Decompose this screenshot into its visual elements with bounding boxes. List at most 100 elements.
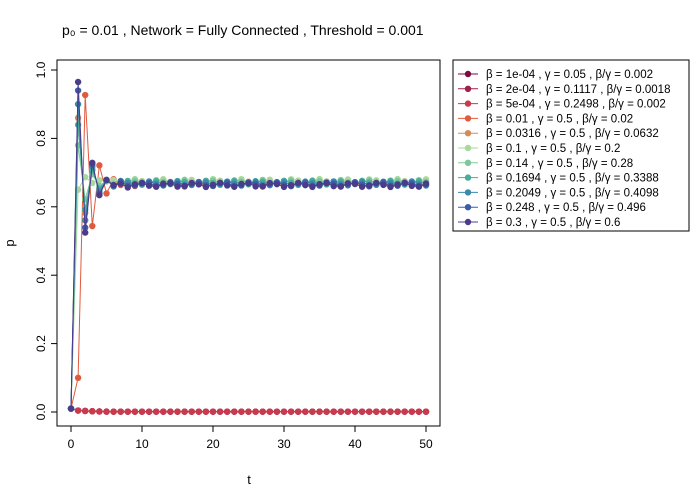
series-line: [70, 90, 427, 409]
y-tick-label: 0.2: [34, 335, 48, 352]
data-point: [302, 181, 309, 189]
data-point: [181, 408, 188, 415]
data-point: [295, 408, 302, 415]
legend-entry: β = 5e-04 , γ = 0.2498 , β/γ = 0.002: [486, 99, 666, 111]
y-tick-label: 0.6: [34, 198, 48, 215]
data-point: [422, 408, 430, 415]
data-point: [89, 159, 96, 167]
series-layer: [67, 78, 430, 415]
data-point: [89, 408, 96, 415]
data-point: [252, 183, 259, 190]
data-point: [195, 181, 202, 188]
data-point: [287, 408, 295, 415]
data-point: [74, 78, 82, 86]
series-9: [67, 101, 430, 412]
plot-frame: [56, 59, 441, 427]
legend-marker: [464, 130, 472, 137]
chart-title: p₀ = 0.01 , Network = Fully Connected , …: [62, 22, 424, 38]
data-point: [366, 182, 373, 189]
data-point: [74, 374, 82, 381]
series-11: [67, 78, 430, 412]
data-point: [117, 180, 124, 187]
series-8: [67, 121, 430, 412]
legend-entry: β = 0.14 , γ = 0.5 , β/γ = 0.28: [486, 158, 633, 170]
data-point: [358, 408, 366, 415]
data-point: [181, 182, 188, 190]
data-point: [273, 180, 281, 188]
data-point: [231, 408, 238, 415]
data-point: [188, 408, 195, 415]
data-point: [103, 190, 110, 197]
data-point: [373, 408, 380, 415]
data-point: [266, 408, 273, 415]
data-point: [82, 407, 89, 415]
x-tick-label: 30: [277, 437, 291, 451]
data-point: [316, 180, 323, 188]
legend-marker: [464, 70, 472, 78]
data-point: [366, 408, 373, 415]
data-point: [167, 180, 174, 187]
series-line: [70, 176, 427, 409]
data-point: [131, 181, 139, 188]
legend-entry: β = 0.2049 , γ = 0.5 , β/γ = 0.4098: [486, 187, 659, 199]
data-point: [330, 408, 337, 415]
legend: β = 1e-04 , γ = 0.05 , β/γ = 0.002 β = 2e…: [452, 59, 690, 232]
data-point: [295, 179, 302, 187]
data-point: [209, 408, 217, 415]
data-point: [380, 181, 387, 189]
series-line: [70, 104, 427, 409]
x-tick-label: 20: [206, 437, 220, 451]
legend-entry: β = 0.3 , γ = 0.5 , β/γ = 0.6: [486, 217, 620, 229]
series-line: [70, 124, 427, 409]
data-point: [96, 408, 103, 415]
data-point: [216, 408, 224, 415]
series-line: [70, 117, 427, 409]
data-point: [387, 408, 394, 415]
data-point: [380, 408, 387, 415]
series-6: [67, 173, 430, 412]
data-point: [387, 183, 394, 191]
series-line: [70, 81, 427, 409]
data-point: [131, 408, 139, 415]
data-point: [96, 191, 103, 199]
data-point: [74, 407, 82, 414]
data-point: [96, 177, 103, 184]
x-tick-label: 40: [348, 437, 362, 451]
legend-entry: β = 0.0316 , γ = 0.5 , β/γ = 0.0632: [486, 128, 659, 140]
series-10: [67, 87, 430, 412]
data-point: [351, 408, 359, 415]
legend-marker: [464, 85, 472, 93]
data-point: [401, 408, 408, 415]
data-point: [245, 180, 252, 187]
data-point: [82, 91, 89, 99]
data-point: [153, 183, 160, 190]
data-point: [415, 408, 423, 415]
data-point: [209, 181, 217, 189]
legend-entry: β = 0.248 , γ = 0.5 , β/γ = 0.496: [486, 202, 646, 214]
y-tick-label: 0.0: [34, 403, 48, 420]
x-axis: 0 10 20 30 40 50: [68, 426, 433, 451]
legend-marker: [464, 100, 472, 107]
data-point: [167, 408, 174, 415]
data-point: [96, 162, 103, 169]
data-point: [273, 408, 281, 415]
data-point: [373, 179, 380, 187]
legend-marker: [464, 204, 472, 211]
legend-marker: [464, 174, 472, 181]
data-point: [238, 180, 245, 188]
legend-box: [452, 59, 690, 232]
legend-marker: [464, 144, 472, 152]
data-point: [124, 408, 131, 415]
y-axis-label: p: [2, 239, 17, 246]
data-point: [138, 179, 146, 187]
data-point: [351, 180, 359, 188]
data-point: [231, 183, 238, 190]
legend-entry: β = 0.1 , γ = 0.5 , β/γ = 0.2: [486, 143, 620, 155]
legend-marker: [464, 115, 472, 122]
data-point: [316, 408, 323, 415]
legend-entry: β = 2e-04 , γ = 0.1117 , β/γ = 0.0018: [486, 84, 670, 96]
y-tick-label: 1.0: [34, 61, 48, 78]
data-point: [344, 408, 352, 415]
legend-marker: [464, 159, 472, 166]
